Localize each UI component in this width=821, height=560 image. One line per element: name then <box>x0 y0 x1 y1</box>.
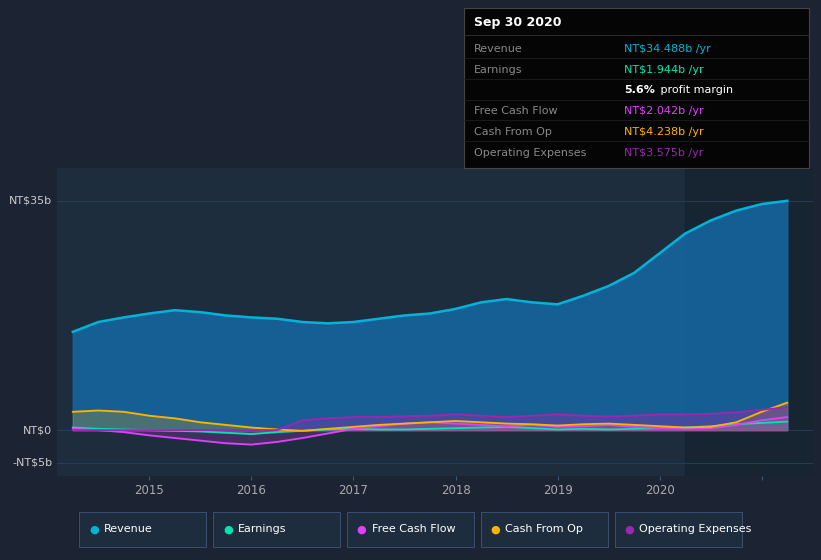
Text: profit margin: profit margin <box>657 85 733 95</box>
Text: Revenue: Revenue <box>103 524 153 534</box>
Text: NT$4.238b /yr: NT$4.238b /yr <box>624 127 704 137</box>
Text: Free Cash Flow: Free Cash Flow <box>372 524 455 534</box>
Text: NT$0: NT$0 <box>23 425 53 435</box>
Text: NT$34.488b /yr: NT$34.488b /yr <box>624 44 711 54</box>
Text: NT$2.042b /yr: NT$2.042b /yr <box>624 106 704 116</box>
Text: Operating Expenses: Operating Expenses <box>474 148 586 158</box>
Text: -NT$5b: -NT$5b <box>12 458 53 468</box>
Text: Revenue: Revenue <box>474 44 522 54</box>
Text: NT$35b: NT$35b <box>9 196 53 206</box>
Text: ●: ● <box>624 524 634 534</box>
Text: Earnings: Earnings <box>238 524 287 534</box>
Text: ●: ● <box>89 524 99 534</box>
Text: ●: ● <box>222 524 232 534</box>
Text: Sep 30 2020: Sep 30 2020 <box>474 16 562 29</box>
Text: Free Cash Flow: Free Cash Flow <box>474 106 557 116</box>
Text: 5.6%: 5.6% <box>624 85 655 95</box>
Bar <box>686 168 813 476</box>
Text: Earnings: Earnings <box>474 64 522 74</box>
Text: NT$1.944b /yr: NT$1.944b /yr <box>624 64 704 74</box>
Text: Operating Expenses: Operating Expenses <box>639 524 751 534</box>
Text: ●: ● <box>356 524 366 534</box>
Text: Cash From Op: Cash From Op <box>474 127 552 137</box>
Text: ●: ● <box>491 524 500 534</box>
Text: Cash From Op: Cash From Op <box>506 524 583 534</box>
Text: NT$3.575b /yr: NT$3.575b /yr <box>624 148 704 158</box>
